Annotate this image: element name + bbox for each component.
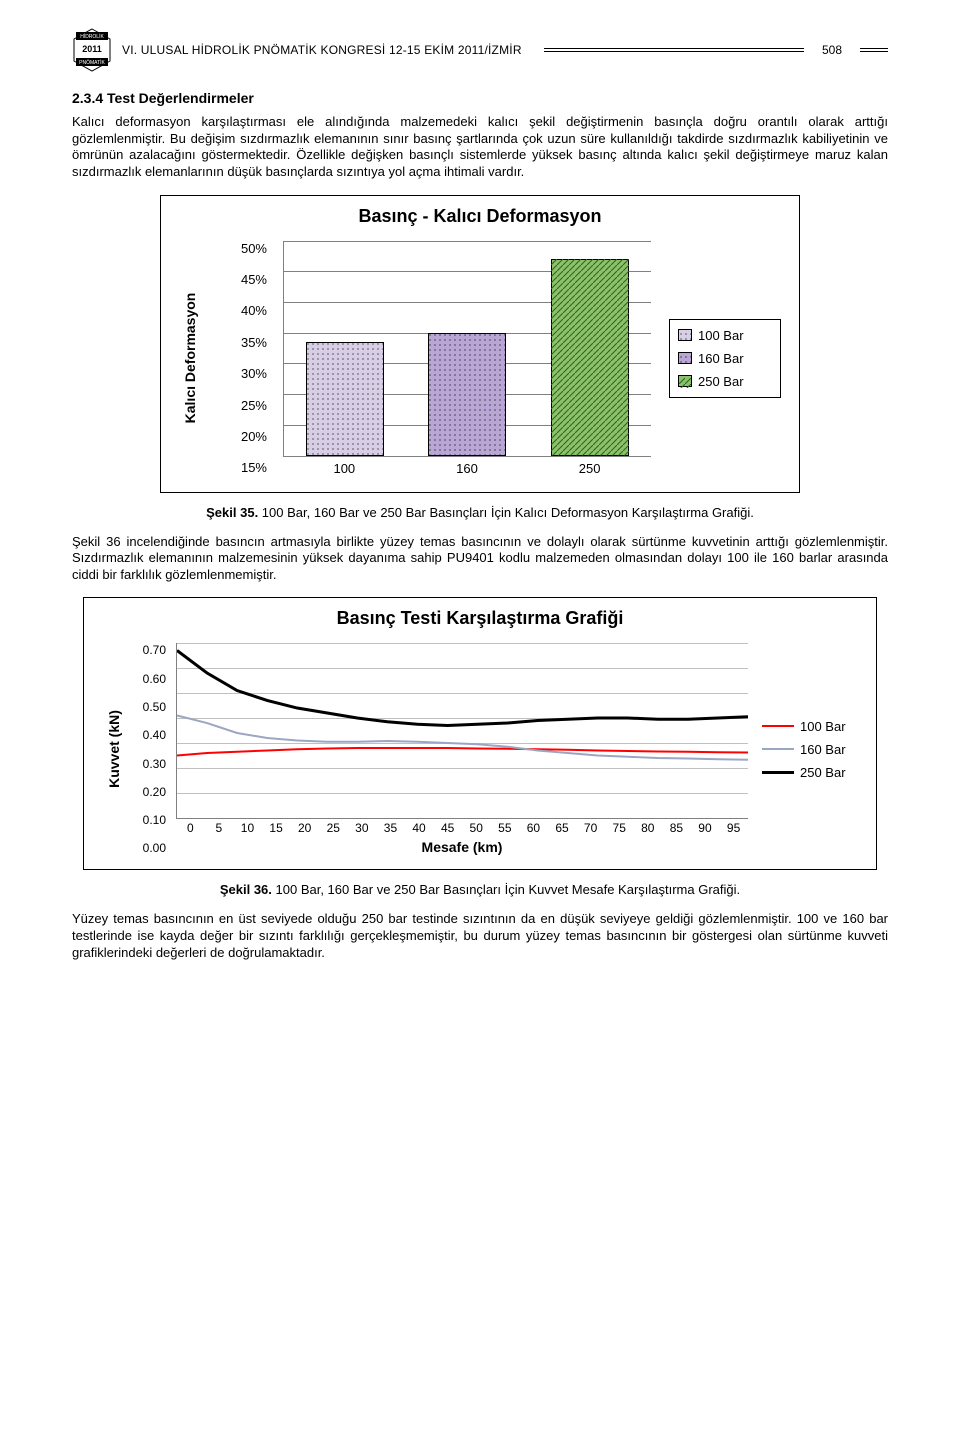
chart2-ytick: 0.00	[126, 841, 166, 855]
chart1-legend-item: 100 Bar	[678, 328, 772, 343]
chart1-ytick: 35%	[227, 335, 267, 350]
chart2-series-line	[177, 716, 748, 760]
chart2-xtick: 0	[176, 821, 205, 835]
chart2-xtick: 25	[319, 821, 348, 835]
chart2-xtick: 85	[662, 821, 691, 835]
chart2-xtick: 30	[348, 821, 377, 835]
caption-2: Şekil 36. 100 Bar, 160 Bar ve 250 Bar Ba…	[72, 882, 888, 897]
chart2-legend-item: 250 Bar	[762, 765, 854, 780]
paragraph-2: Şekil 36 incelendiğinde basıncın artması…	[72, 534, 888, 584]
chart1-legend-label: 100 Bar	[698, 328, 744, 343]
chart1-plot-area	[283, 241, 651, 457]
chart2-legend-label: 160 Bar	[800, 742, 846, 757]
chart2-xtick: 95	[719, 821, 748, 835]
chart2-xtick: 55	[491, 821, 520, 835]
caption-2-num: Şekil 36.	[220, 882, 272, 897]
chart2-xtick: 60	[519, 821, 548, 835]
chart2-ytick: 0.60	[126, 672, 166, 686]
chart2-xtick: 45	[433, 821, 462, 835]
chart2-plot-area	[176, 643, 748, 819]
chart1-ytick: 40%	[227, 303, 267, 318]
caption-1: Şekil 35. 100 Bar, 160 Bar ve 250 Bar Ba…	[72, 505, 888, 520]
chart2-legend-item: 100 Bar	[762, 719, 854, 734]
chart1-xcat: 100	[305, 461, 383, 476]
chart2-x-categories: 05101520253035404550556065707580859095	[176, 821, 748, 835]
chart2-xtick: 70	[576, 821, 605, 835]
chart2-ytick: 0.30	[126, 757, 166, 771]
chart1-legend-item: 160 Bar	[678, 351, 772, 366]
conference-logo-icon: HİDROLİK 2011 PNÖMATİK	[72, 28, 112, 72]
svg-text:2011: 2011	[82, 44, 102, 54]
section-heading: 2.3.4 Test Değerlendirmeler	[72, 90, 888, 106]
caption-2-text: 100 Bar, 160 Bar ve 250 Bar Basınçları İ…	[272, 882, 740, 897]
chart1-yaxis: Kalıcı Deformasyon 50% 45% 40% 35% 30% 25% 20%…	[179, 241, 269, 476]
chart2-ytick: 0.50	[126, 700, 166, 714]
chart2-xlabel: Mesafe (km)	[176, 839, 748, 855]
chart1-ytick: 45%	[227, 272, 267, 287]
header-conference-title: VI. ULUSAL HİDROLİK PNÖMATİK KONGRESİ 12…	[122, 43, 522, 57]
chart2-ytick: 0.10	[126, 813, 166, 827]
chart1-ytick: 30%	[227, 366, 267, 381]
paragraph-3: Yüzey temas basıncının en üst seviyede o…	[72, 911, 888, 961]
chart-force-distance: Basınç Testi Karşılaştırma Grafiği Kuvve…	[83, 597, 877, 870]
chart2-ylabel: Kuvvet (kN)	[106, 689, 122, 809]
chart2-xtick: 20	[290, 821, 319, 835]
chart2-ytick: 0.70	[126, 643, 166, 657]
chart1-legend-label: 250 Bar	[698, 374, 744, 389]
chart2-title: Basınç Testi Karşılaştırma Grafiği	[102, 608, 858, 629]
chart2-legend-item: 160 Bar	[762, 742, 854, 757]
page-header: HİDROLİK 2011 PNÖMATİK VI. ULUSAL HİDROL…	[72, 28, 888, 72]
chart1-ylabel: Kalıcı Deformasyon	[182, 273, 198, 443]
chart1-legend: 100 Bar 160 Bar 250 Bar	[669, 319, 781, 398]
chart1-bar	[428, 333, 506, 456]
chart1-title: Basınç - Kalıcı Deformasyon	[179, 206, 781, 227]
chart2-xtick: 40	[405, 821, 434, 835]
header-page-number: 508	[822, 43, 842, 57]
svg-text:PNÖMATİK: PNÖMATİK	[79, 59, 105, 66]
chart1-xcat: 160	[428, 461, 506, 476]
caption-1-num: Şekil 35.	[206, 505, 258, 520]
chart2-xtick: 75	[605, 821, 634, 835]
chart2-series-line	[177, 651, 748, 726]
chart2-series-line	[177, 748, 748, 755]
paragraph-1: Kalıcı deformasyon karşılaştırması ele a…	[72, 114, 888, 181]
chart1-ytick: 20%	[227, 429, 267, 444]
chart2-xtick: 80	[634, 821, 663, 835]
chart1-legend-item: 250 Bar	[678, 374, 772, 389]
chart2-legend-label: 100 Bar	[800, 719, 846, 734]
chart2-yaxis: Kuvvet (kN) 0.70 0.60 0.50 0.40 0.30 0.20 0.10…	[102, 643, 166, 855]
chart2-xtick: 15	[262, 821, 291, 835]
header-rule-right	[860, 48, 888, 52]
chart2-legend: 100 Bar 160 Bar 250 Bar	[758, 715, 858, 784]
chart1-xcat: 250	[551, 461, 629, 476]
chart2-ytick: 0.20	[126, 785, 166, 799]
chart1-x-categories: 100 160 250	[283, 461, 651, 476]
chart-deformation: Basınç - Kalıcı Deformasyon Kalıcı Defor…	[160, 195, 800, 493]
chart1-ytick: 25%	[227, 398, 267, 413]
chart1-bar	[551, 259, 629, 456]
chart1-ytick: 50%	[227, 241, 267, 256]
chart2-xtick: 5	[205, 821, 234, 835]
chart2-xtick: 10	[233, 821, 262, 835]
chart1-ytick: 15%	[227, 460, 267, 475]
page: HİDROLİK 2011 PNÖMATİK VI. ULUSAL HİDROL…	[0, 0, 960, 1001]
chart2-xtick: 90	[691, 821, 720, 835]
svg-text:HİDROLİK: HİDROLİK	[80, 33, 104, 40]
header-rule-left	[544, 48, 804, 52]
chart1-legend-label: 160 Bar	[698, 351, 744, 366]
chart2-xtick: 50	[462, 821, 491, 835]
chart2-ytick: 0.40	[126, 728, 166, 742]
chart2-xtick: 35	[376, 821, 405, 835]
chart1-bar	[306, 342, 384, 456]
caption-1-text: 100 Bar, 160 Bar ve 250 Bar Basınçları İ…	[258, 505, 754, 520]
chart2-legend-label: 250 Bar	[800, 765, 846, 780]
chart2-xtick: 65	[548, 821, 577, 835]
